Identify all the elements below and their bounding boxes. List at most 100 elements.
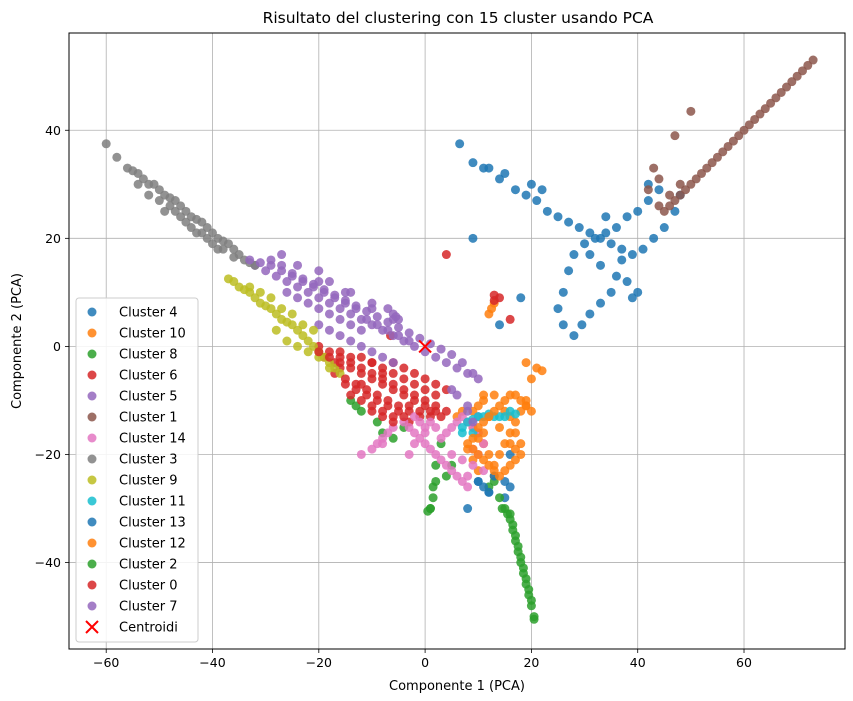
data-point <box>356 395 366 405</box>
data-point <box>457 455 467 465</box>
legend-label: Cluster 8 <box>119 348 178 363</box>
data-point <box>580 239 590 249</box>
data-point <box>378 379 388 389</box>
data-point <box>277 250 287 260</box>
data-point <box>282 336 292 346</box>
data-point <box>457 428 467 438</box>
data-point <box>356 449 366 459</box>
data-point <box>293 341 303 351</box>
data-point <box>399 412 409 422</box>
data-point <box>510 531 520 541</box>
data-point <box>675 179 685 189</box>
legend-label: Cluster 11 <box>119 495 186 510</box>
data-point <box>428 493 438 503</box>
data-point <box>569 250 579 260</box>
series-cluster-9 <box>223 274 345 378</box>
data-point <box>468 158 478 168</box>
data-point <box>585 309 595 319</box>
data-point <box>455 139 465 149</box>
data-point <box>569 331 579 341</box>
data-points <box>101 55 818 624</box>
data-point <box>436 412 446 422</box>
axis-ticks: −60 −40 −20 0 20 40 60 −40 −20 0 20 40 <box>35 123 752 670</box>
data-point <box>335 347 345 357</box>
series-cluster-4 <box>455 139 685 514</box>
data-point <box>606 239 616 249</box>
data-point <box>654 174 664 184</box>
data-point <box>447 449 457 459</box>
data-point <box>495 422 505 432</box>
data-point <box>362 385 372 395</box>
data-point <box>324 363 334 373</box>
legend-label: Cluster 3 <box>119 453 178 468</box>
data-point <box>415 406 425 416</box>
legend-marker <box>85 620 99 634</box>
data-point <box>319 285 329 295</box>
data-point <box>335 358 345 368</box>
data-point <box>409 379 419 389</box>
data-point <box>388 385 398 395</box>
data-point <box>383 325 393 335</box>
data-point <box>513 541 523 551</box>
data-point <box>340 295 350 305</box>
series-cluster-2 <box>425 476 539 622</box>
data-point <box>404 336 414 346</box>
data-point <box>611 223 621 233</box>
legend-label: Cluster 12 <box>119 537 186 552</box>
data-point <box>388 417 398 427</box>
data-point <box>516 552 526 562</box>
data-point <box>468 368 478 378</box>
data-point <box>601 228 611 238</box>
data-point <box>154 196 164 206</box>
data-point <box>213 244 223 254</box>
data-point <box>508 520 518 530</box>
data-point <box>574 223 584 233</box>
data-point <box>617 244 627 254</box>
data-point <box>431 352 441 362</box>
data-point <box>431 476 441 486</box>
data-point <box>484 487 494 497</box>
data-point <box>649 163 659 173</box>
x-tick-label: 40 <box>630 655 646 670</box>
y-tick-label: 40 <box>45 123 61 138</box>
data-point <box>409 368 419 378</box>
legend-marker <box>87 538 97 548</box>
data-point <box>266 260 276 270</box>
data-point <box>399 390 409 400</box>
data-point <box>526 595 536 605</box>
data-point <box>596 260 606 270</box>
data-point <box>324 325 334 335</box>
data-point <box>101 139 111 149</box>
data-point <box>409 439 419 449</box>
data-point <box>617 255 627 265</box>
data-point <box>526 179 536 189</box>
data-point <box>404 401 414 411</box>
data-point <box>383 395 393 405</box>
data-point <box>537 185 547 195</box>
data-point <box>277 266 287 276</box>
centroid-point <box>418 339 432 354</box>
legend-label: Cluster 10 <box>119 327 186 342</box>
data-point <box>399 363 409 373</box>
data-point <box>293 293 303 303</box>
data-point <box>266 293 276 303</box>
data-point <box>495 493 505 503</box>
data-point <box>463 504 473 514</box>
legend-label: Cluster 0 <box>119 579 178 594</box>
data-point <box>245 282 255 292</box>
data-point <box>351 301 361 311</box>
data-point <box>340 374 350 384</box>
data-point <box>505 314 515 324</box>
x-tick-label: −40 <box>199 655 225 670</box>
data-point <box>431 390 441 400</box>
data-point <box>431 379 441 389</box>
data-point <box>308 279 318 289</box>
data-point <box>303 298 313 308</box>
data-point <box>436 433 446 443</box>
data-point <box>510 428 520 438</box>
data-point <box>479 428 489 438</box>
data-point <box>484 163 494 173</box>
data-point <box>372 390 382 400</box>
data-point <box>425 339 435 349</box>
